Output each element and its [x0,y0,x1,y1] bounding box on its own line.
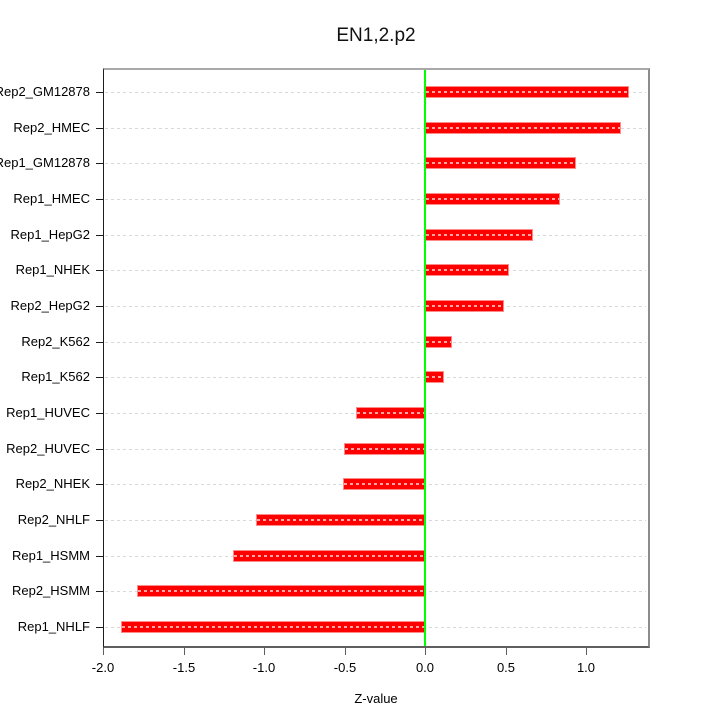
x-tick-label: -2.0 [91,660,115,675]
x-axis-tick [506,648,507,655]
x-axis-label: Z-value [354,691,398,706]
y-tick-label: Rep1_GM12878 [0,155,90,170]
bar-inner-dash [426,127,620,129]
bar [233,550,425,562]
bar [121,621,425,633]
bar [425,229,533,241]
y-axis-tick [96,342,103,343]
y-tick-label: Rep2_HUVEC [6,441,90,456]
bar-inner-dash [426,162,575,164]
x-axis-tick [184,648,185,655]
y-tick-label: Rep1_K562 [21,369,90,384]
gridline [105,306,646,307]
bar [356,407,425,419]
y-axis-tick [96,627,103,628]
x-tick-label: 0.0 [415,660,435,675]
x-axis-tick [425,648,426,655]
y-axis-tick [96,163,103,164]
bar-inner-dash [122,626,424,628]
y-axis-tick [96,92,103,93]
y-tick-label: Rep1_NHEK [15,262,90,277]
gridline [105,199,646,200]
bar-inner-dash [426,376,443,378]
y-tick-label: Rep2_HSMM [11,583,90,598]
x-axis-tick [103,648,104,655]
gridline [105,342,646,343]
gridline [105,163,646,164]
x-tick-label: 1.0 [576,660,596,675]
bar-inner-dash [344,483,424,485]
bar-inner-dash [426,305,503,307]
zero-reference-line [424,70,426,646]
y-axis-tick [96,413,103,414]
bar-inner-dash [426,341,451,343]
y-axis-tick [96,128,103,129]
gridline [105,270,646,271]
bar [425,122,621,134]
y-axis-tick [96,520,103,521]
x-tick-label: -0.5 [333,660,357,675]
y-tick-label: Rep2_K562 [21,334,90,349]
x-tick-label: -1.5 [172,660,196,675]
x-axis-tick [345,648,346,655]
bar-inner-dash [426,91,628,93]
y-axis-tick [96,591,103,592]
bar [425,300,504,312]
y-tick-label: Rep2_HMEC [13,120,90,135]
bar-inner-dash [345,448,424,450]
bar [425,193,560,205]
bar [344,443,425,455]
x-tick-label: -1.0 [252,660,276,675]
x-axis-tick [264,648,265,655]
y-axis-tick [96,377,103,378]
bar [425,336,452,348]
bar [256,514,425,526]
bar-inner-dash [426,234,532,236]
y-axis-tick [96,449,103,450]
y-axis-tick [96,306,103,307]
bar [137,585,425,597]
bar-inner-dash [426,198,559,200]
bar [425,264,509,276]
y-axis-tick [96,484,103,485]
y-axis-tick [96,270,103,271]
bar [425,157,576,169]
bar [425,371,444,383]
x-tick-label: 0.5 [496,660,516,675]
x-axis-tick [586,648,587,655]
y-tick-label: Rep1_HMEC [13,191,90,206]
bar-inner-dash [357,412,424,414]
bar-inner-dash [257,519,424,521]
bar [343,478,425,490]
y-axis-tick [96,199,103,200]
y-tick-label: Rep2_HepG2 [10,298,91,313]
y-tick-label: Rep1_HSMM [11,548,90,563]
gridline [105,377,646,378]
y-tick-label: Rep2_NHEK [15,476,90,491]
y-tick-label: Rep2_NHLF [17,512,90,527]
bar-inner-dash [234,555,424,557]
y-tick-label: Rep1_NHLF [17,619,90,634]
plot-area [103,68,650,648]
gridline [105,235,646,236]
gridline [105,92,646,93]
y-tick-label: Rep1_HepG2 [10,227,91,242]
chart-title: EN1,2.p2 [336,25,416,46]
y-axis-tick [96,556,103,557]
bar-inner-dash [426,269,508,271]
bar-inner-dash [138,590,424,592]
y-tick-label: Rep1_HUVEC [6,405,90,420]
y-axis-tick [96,235,103,236]
y-tick-label: Rep2_GM12878 [0,84,90,99]
bar [425,86,629,98]
gridline [105,128,646,129]
